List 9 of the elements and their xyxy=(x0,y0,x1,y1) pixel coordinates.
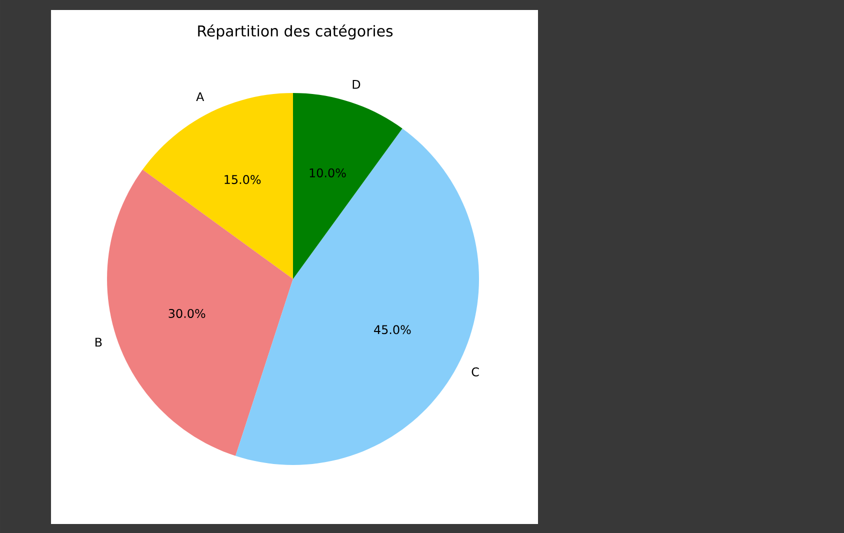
slice-label: C xyxy=(472,367,479,376)
slice-label: D xyxy=(352,80,360,89)
data-label: 30.0% xyxy=(168,308,206,318)
chart-title: Répartition des catégories xyxy=(198,24,393,40)
data-label: 10.0% xyxy=(310,168,346,178)
data-label: 15.0% xyxy=(224,175,261,184)
data-label: 45.0% xyxy=(374,325,411,334)
slice-label: A xyxy=(196,92,204,102)
slice-label: B xyxy=(95,338,102,347)
